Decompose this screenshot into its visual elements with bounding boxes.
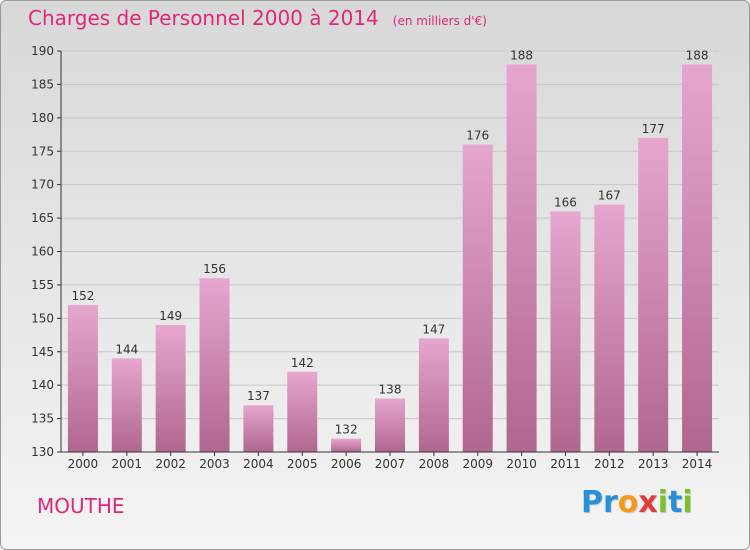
bar: [594, 204, 625, 452]
data-label: 188: [510, 48, 533, 62]
bar: [462, 144, 493, 453]
logo-letter: t: [668, 485, 683, 520]
labels: 130 135 140 145 150 155 160 165 170 175 180 185 190 1…: [31, 44, 712, 471]
data-label: 149: [159, 309, 182, 323]
bar: [550, 211, 581, 452]
data-label: 167: [598, 189, 621, 203]
x-tick-label: 2006: [331, 457, 362, 471]
bar: [418, 338, 449, 452]
data-label: 156: [203, 262, 226, 276]
bar: [287, 371, 318, 452]
data-label: 137: [247, 389, 270, 403]
y-tick-label: 150: [31, 311, 54, 325]
bar: [506, 64, 537, 452]
bar: [67, 304, 98, 452]
bar: [331, 438, 362, 452]
data-label: 166: [554, 195, 577, 209]
chart-subtitle: (en milliers d'€): [392, 14, 487, 28]
x-tick-label: 2000: [68, 457, 99, 471]
x-tick-label: 2011: [550, 457, 581, 471]
data-label: 142: [291, 356, 314, 370]
data-label: 152: [71, 289, 94, 303]
x-tick-label: 2012: [594, 457, 625, 471]
data-label: 147: [422, 322, 445, 336]
bar: [638, 137, 669, 452]
chart-title: Charges de Personnel 2000 à 2014: [28, 6, 379, 30]
x-tick-label: 2010: [506, 457, 537, 471]
y-tick-label: 190: [31, 44, 54, 58]
bar: [155, 325, 186, 452]
logo-letter: x: [638, 485, 658, 520]
y-tick-label: 180: [31, 111, 54, 125]
logo-letter: i: [657, 485, 669, 520]
title-block: Charges de Personnel 2000 à 2014 (en mill…: [28, 6, 487, 30]
data-label: 132: [335, 423, 358, 437]
y-tick-label: 170: [31, 178, 54, 192]
x-tick-label: 2009: [462, 457, 493, 471]
bar: [199, 278, 230, 452]
data-label: 138: [379, 383, 402, 397]
axes: [57, 50, 719, 456]
place-name: MOUTHE: [37, 494, 125, 518]
x-tick-label: 2008: [419, 457, 450, 471]
x-tick-label: 2004: [243, 457, 274, 471]
logo-letter: r: [603, 485, 618, 520]
x-tick-label: 2003: [199, 457, 230, 471]
data-label: 177: [642, 122, 665, 136]
y-tick-label: 185: [31, 77, 54, 91]
proxiti-logo[interactable]: Proxiti: [581, 485, 693, 520]
logo-letter: o: [617, 485, 639, 520]
x-tick-label: 2001: [112, 457, 143, 471]
data-label: 188: [686, 48, 709, 62]
y-tick-label: 175: [31, 144, 54, 158]
y-tick-label: 155: [31, 278, 54, 292]
bar: [111, 358, 142, 452]
logo-letter: P: [581, 485, 603, 520]
bars: [67, 64, 713, 453]
bar: [375, 398, 405, 452]
y-tick-label: 160: [31, 245, 54, 259]
y-tick-label: 145: [31, 345, 54, 359]
data-label: 176: [466, 129, 489, 143]
x-tick-label: 2007: [375, 457, 406, 471]
data-label: 144: [115, 342, 138, 356]
y-tick-label: 130: [31, 445, 54, 459]
bar: [682, 64, 713, 452]
bar: [243, 405, 274, 452]
y-tick-label: 140: [31, 378, 54, 392]
x-tick-label: 2014: [682, 457, 713, 471]
y-tick-label: 135: [31, 412, 54, 426]
x-tick-label: 2005: [287, 457, 318, 471]
x-tick-label: 2013: [638, 457, 669, 471]
y-tick-label: 165: [31, 211, 54, 225]
logo-letter: i: [682, 485, 693, 520]
x-tick-label: 2002: [155, 457, 186, 471]
